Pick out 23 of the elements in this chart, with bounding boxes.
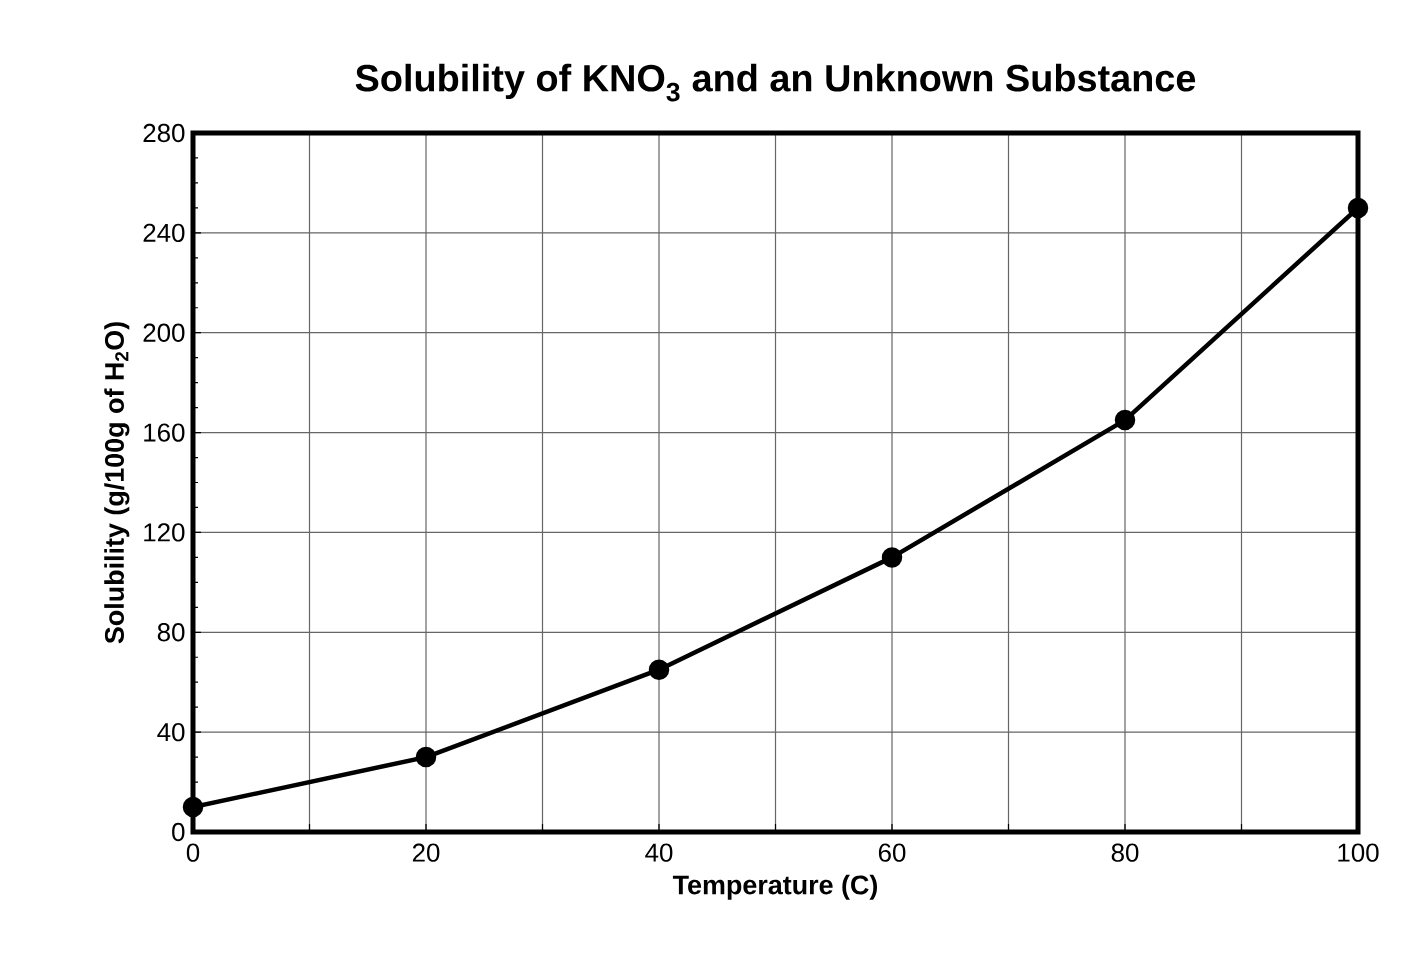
x-tick-label: 100	[1338, 843, 1379, 862]
y-tick-label: 200	[143, 323, 185, 342]
x-tick-label: 40	[645, 843, 673, 862]
y-tick-label: 160	[144, 423, 185, 442]
y-tick-label: 0	[172, 822, 185, 842]
point	[881, 547, 903, 568]
x-tick-label: 0	[186, 843, 200, 862]
point	[648, 659, 670, 680]
x-axis-title: Temperature (C)	[672, 874, 878, 900]
y-tick-label: 280	[143, 123, 185, 143]
y-tick-label: 240	[143, 223, 185, 243]
x-tick-label: 80	[1111, 843, 1139, 862]
x-tick-label: 60	[878, 843, 906, 862]
y-tick-label: 120	[144, 523, 185, 542]
point	[182, 796, 204, 818]
chart-title: Solubility of KNO$_{3}$ and an Unknown Substance	[355, 63, 1196, 102]
y-tick-label: 80	[157, 623, 185, 642]
point	[415, 746, 437, 768]
point	[1347, 197, 1369, 219]
x-tick-label: 20	[412, 843, 440, 862]
y-tick-label: 40	[157, 722, 185, 742]
point	[1114, 409, 1136, 431]
y-axis-title: Solubility (g/100g of H$_{2}$O)	[104, 322, 130, 644]
